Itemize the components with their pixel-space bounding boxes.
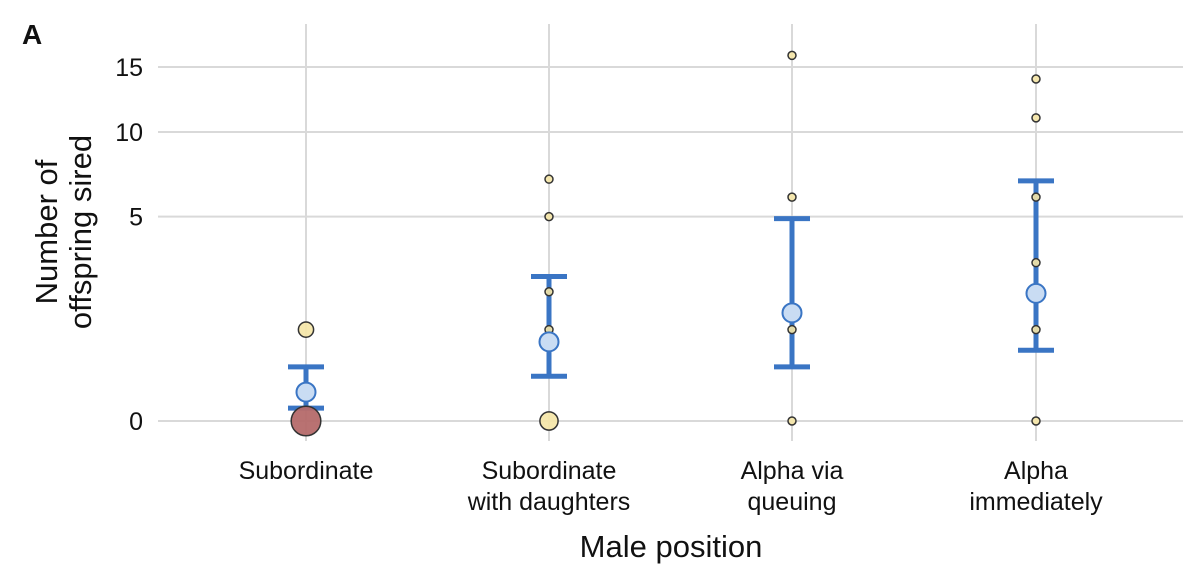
x-category-label: Alpha via [741,457,844,485]
data-point [297,321,315,338]
data-point [544,286,554,297]
data-point [1031,192,1041,202]
x-category-label: immediately [969,488,1103,516]
y-tick-label: 0 [129,408,143,436]
y-tick-label: 5 [129,204,143,232]
panel-label: A [22,19,42,50]
data-point [1031,257,1041,268]
data-point [1031,324,1041,335]
data-point [539,411,559,431]
data-point [544,211,554,222]
data-point [1031,416,1041,426]
y-tick-label: 10 [115,119,143,147]
points-layer [290,50,1041,437]
x-axis-title: Male position [580,529,763,564]
data-point [787,324,797,335]
x-category-label: Subordinate [482,457,617,485]
data-point [787,50,797,61]
mean-point [295,381,317,403]
x-category-label: queuing [748,488,837,516]
data-point [290,405,322,437]
labels-layer: 0 5 10 15 Subordinate Subordinate with daughte… [115,54,1103,516]
x-category-label: Alpha [1004,457,1068,485]
mean-point [1025,282,1047,304]
y-axis-title: Number of offspring sired [29,135,98,329]
mean-point [781,302,803,324]
x-category-label: Subordinate [239,457,374,485]
mean-point [538,331,560,353]
errorbar-layer [288,178,1054,411]
grid-layer [158,24,1183,441]
data-point [787,416,797,426]
data-point [787,192,797,202]
data-point [544,174,554,184]
data-point [1031,113,1041,123]
y-tick-label: 15 [115,54,143,82]
y-axis-title-line-1: Number of [29,159,64,304]
data-point [1031,74,1041,84]
y-axis-title-line-2: offspring sired [63,135,98,329]
x-category-label: with daughters [467,488,631,516]
means-layer [295,282,1047,403]
